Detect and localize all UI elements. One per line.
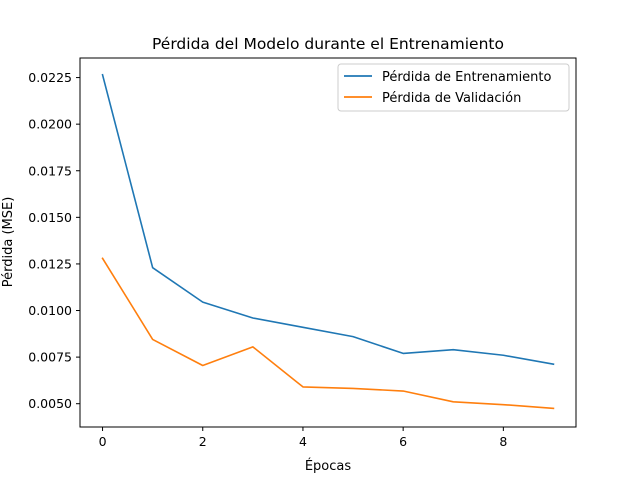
data-point-1-2 xyxy=(202,365,204,367)
data-point-0-1 xyxy=(152,267,154,269)
data-point-1-3 xyxy=(252,346,254,348)
data-point-1-0 xyxy=(102,258,104,260)
data-point-1-5 xyxy=(352,388,354,390)
y-axis-label: Pérdida (MSE) xyxy=(1,197,16,288)
legend-box xyxy=(337,63,570,112)
data-point-1-9 xyxy=(553,408,555,410)
legend-label-validation: Pérdida de Validación xyxy=(382,91,521,106)
data-point-0-3 xyxy=(252,317,254,319)
data-point-0-8 xyxy=(503,354,505,356)
data-point-0-9 xyxy=(553,363,555,365)
series-line-0 xyxy=(101,73,555,366)
y-tick-label: 0.0175 xyxy=(28,163,72,178)
plot-lines xyxy=(101,73,555,410)
plot-frame xyxy=(79,57,577,428)
data-point-0-0 xyxy=(102,74,104,76)
y-axis: 0.0050 0.0075 0.0100 0.0125 0.0150 0.0175 0.02… xyxy=(28,70,80,411)
data-point-0-6 xyxy=(402,353,404,355)
y-tick-label: 0.0225 xyxy=(28,70,72,85)
x-tick-label: 6 xyxy=(399,434,407,449)
data-point-0-5 xyxy=(352,336,354,338)
x-tick-label: 4 xyxy=(299,434,307,449)
y-tick-label: 0.0125 xyxy=(28,256,72,271)
y-tick-label: 0.0200 xyxy=(28,117,72,132)
x-tick-label: 8 xyxy=(499,434,507,449)
x-axis: 0 2 4 6 8 xyxy=(99,427,507,449)
y-tick-label: 0.0075 xyxy=(28,350,72,365)
x-axis-label: Épocas xyxy=(305,458,352,474)
chart-title: Pérdida del Modelo durante el Entrenamie… xyxy=(152,35,504,53)
data-point-1-8 xyxy=(503,404,505,406)
data-point-0-4 xyxy=(302,327,304,329)
y-tick-label: 0.0100 xyxy=(28,303,72,318)
y-tick-label: 0.0050 xyxy=(28,396,72,411)
data-point-1-1 xyxy=(152,339,154,341)
data-point-1-4 xyxy=(302,386,304,388)
x-tick-label: 2 xyxy=(199,434,207,449)
data-point-1-6 xyxy=(402,390,404,392)
data-point-1-7 xyxy=(452,401,454,403)
y-tick-label: 0.0150 xyxy=(28,210,72,225)
data-point-0-7 xyxy=(452,349,454,351)
x-tick-label: 0 xyxy=(99,434,107,449)
legend-label-training: Pérdida de Entrenamiento xyxy=(382,70,552,85)
legend: Pérdida de Entrenamiento Pérdida de Vali… xyxy=(337,63,570,112)
data-point-0-2 xyxy=(202,301,204,303)
series-line-1 xyxy=(101,257,555,410)
